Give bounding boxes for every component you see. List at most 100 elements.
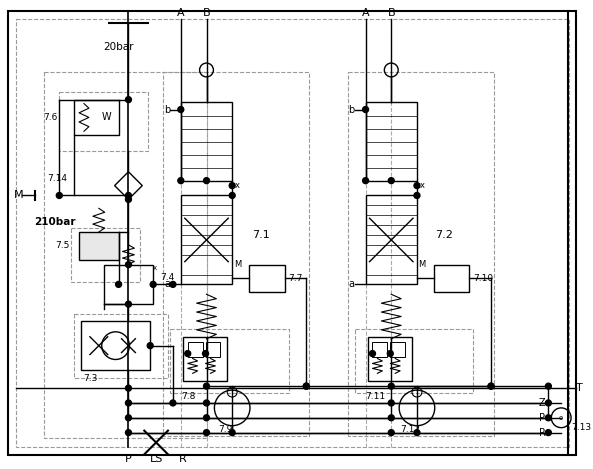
Circle shape — [126, 415, 132, 421]
Circle shape — [203, 415, 209, 421]
Bar — [44, 72, 208, 438]
Circle shape — [126, 430, 132, 436]
Circle shape — [116, 281, 122, 287]
Text: 7.7: 7.7 — [289, 274, 303, 283]
Text: P: P — [125, 454, 132, 464]
Text: 210bar: 210bar — [34, 217, 76, 227]
Text: T: T — [576, 383, 583, 393]
Bar — [170, 329, 289, 393]
Circle shape — [229, 430, 235, 436]
Text: 20bar: 20bar — [104, 42, 134, 52]
Text: B: B — [387, 8, 395, 18]
Circle shape — [126, 97, 132, 103]
Text: B: B — [203, 8, 211, 18]
Circle shape — [362, 106, 368, 113]
Circle shape — [126, 262, 132, 268]
Text: R: R — [179, 454, 187, 464]
Bar — [347, 72, 494, 436]
Text: b: b — [164, 105, 170, 114]
Bar — [59, 92, 148, 151]
Text: 7.12: 7.12 — [400, 425, 420, 434]
Text: x: x — [420, 181, 425, 190]
Text: 7.10: 7.10 — [473, 274, 493, 283]
Circle shape — [185, 351, 191, 356]
Bar — [188, 342, 203, 356]
Text: a: a — [164, 280, 170, 289]
Circle shape — [170, 400, 176, 406]
Circle shape — [126, 400, 132, 406]
Circle shape — [203, 430, 209, 436]
Text: M: M — [14, 190, 24, 200]
Circle shape — [203, 178, 209, 184]
Circle shape — [126, 301, 132, 307]
Circle shape — [304, 383, 310, 389]
Circle shape — [147, 343, 153, 348]
Text: 7.2: 7.2 — [435, 230, 452, 240]
Text: 7.14: 7.14 — [47, 174, 67, 183]
Bar — [74, 99, 119, 135]
Text: 7.6: 7.6 — [43, 113, 58, 122]
Text: 7.13: 7.13 — [571, 423, 591, 432]
Text: 7.8: 7.8 — [181, 392, 195, 401]
Circle shape — [388, 415, 394, 421]
Text: M: M — [419, 260, 426, 269]
Bar — [365, 102, 417, 181]
Circle shape — [488, 383, 494, 389]
Circle shape — [304, 383, 310, 389]
Circle shape — [170, 281, 176, 287]
Text: x: x — [235, 181, 240, 190]
Text: 7.3: 7.3 — [84, 374, 98, 383]
Circle shape — [388, 400, 394, 406]
Circle shape — [229, 182, 235, 189]
Circle shape — [150, 281, 156, 287]
Text: W: W — [102, 113, 111, 122]
Bar — [163, 72, 310, 436]
Circle shape — [203, 383, 209, 389]
Circle shape — [126, 385, 132, 391]
Bar — [368, 337, 412, 381]
Text: o: o — [559, 415, 563, 421]
Bar — [433, 265, 469, 292]
Bar — [79, 232, 119, 260]
Bar — [104, 265, 153, 304]
Circle shape — [229, 192, 235, 198]
Circle shape — [369, 351, 375, 356]
Text: 7.1: 7.1 — [252, 230, 270, 240]
Text: R: R — [538, 428, 546, 438]
Bar — [181, 102, 232, 181]
Text: 7.11: 7.11 — [365, 392, 385, 401]
Bar — [390, 342, 405, 356]
Bar — [81, 321, 150, 371]
Text: LS: LS — [149, 454, 163, 464]
Bar — [183, 337, 227, 381]
Text: x: x — [153, 265, 157, 271]
Text: P: P — [540, 413, 546, 423]
Bar — [74, 314, 168, 378]
Text: 7.5: 7.5 — [55, 242, 69, 250]
Bar — [365, 196, 417, 284]
Circle shape — [56, 192, 62, 198]
Text: 7.4: 7.4 — [160, 273, 174, 282]
Bar — [71, 228, 141, 282]
Circle shape — [203, 400, 209, 406]
Circle shape — [362, 178, 368, 184]
Circle shape — [414, 430, 420, 436]
Text: 7.9: 7.9 — [218, 425, 232, 434]
Bar — [355, 329, 473, 393]
Bar — [181, 196, 232, 284]
Circle shape — [126, 197, 132, 203]
Text: M: M — [234, 260, 241, 269]
Circle shape — [388, 383, 394, 389]
Text: A: A — [362, 8, 369, 18]
Circle shape — [546, 400, 551, 406]
Circle shape — [546, 430, 551, 436]
Circle shape — [388, 430, 394, 436]
Bar — [249, 265, 285, 292]
Circle shape — [178, 178, 184, 184]
Circle shape — [546, 383, 551, 389]
Bar — [372, 342, 387, 356]
Text: b: b — [349, 105, 355, 114]
Text: Z: Z — [539, 398, 546, 408]
Circle shape — [388, 178, 394, 184]
Text: a: a — [349, 280, 355, 289]
